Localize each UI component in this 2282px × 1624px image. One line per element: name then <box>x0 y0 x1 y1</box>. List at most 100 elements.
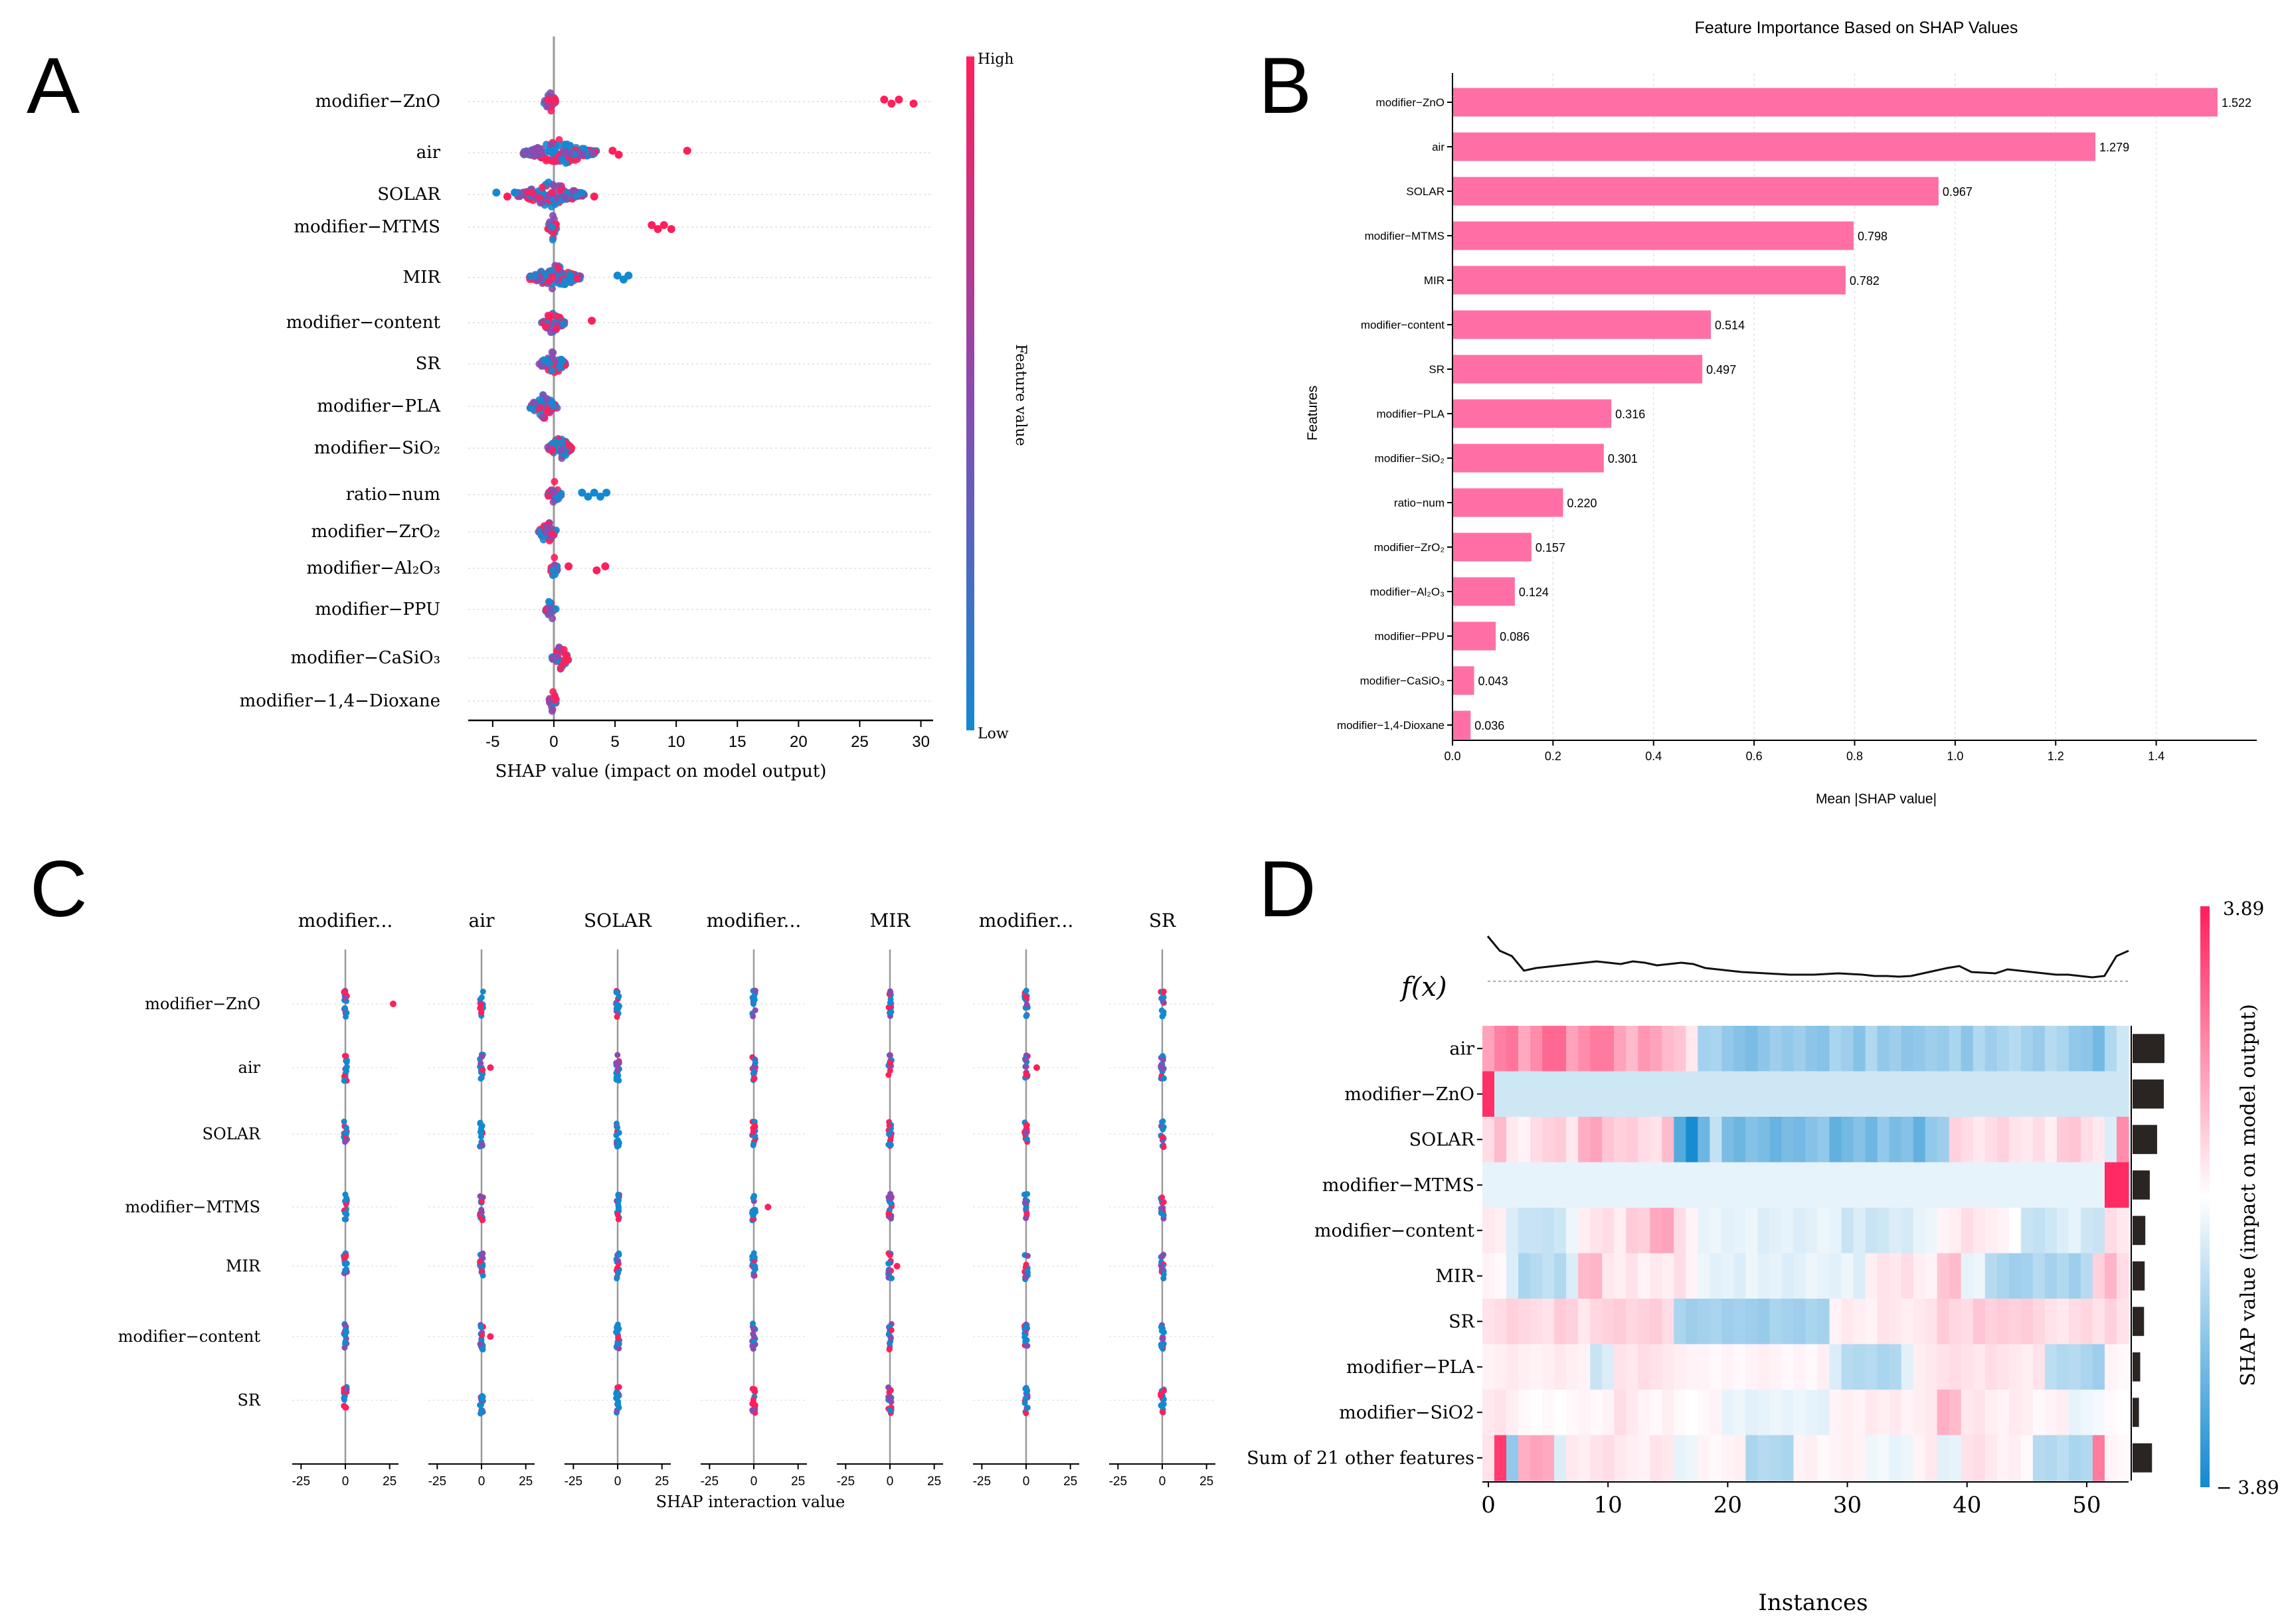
d-heatmap-cell <box>1614 1071 1626 1117</box>
d-heatmap-cell <box>1662 1435 1674 1481</box>
d-heatmap-cell <box>2068 1117 2081 1163</box>
d-heatmap-cell <box>1638 1299 1650 1345</box>
a-dot <box>551 696 559 704</box>
d-heatmap-cell <box>1614 1390 1626 1436</box>
d-heatmap-cell <box>1686 1344 1698 1390</box>
c-dot <box>614 1001 620 1008</box>
d-heatmap-cell <box>2008 1299 2022 1345</box>
a-dot <box>549 402 557 410</box>
d-heatmap-cell <box>1925 1026 1938 1072</box>
c-dot <box>480 1067 486 1074</box>
d-heatmap-cell <box>1530 1117 1543 1163</box>
a-dot <box>549 688 557 696</box>
d-heatmap-cell <box>1542 1208 1555 1254</box>
a-dot <box>557 187 565 195</box>
d-heatmap-cell <box>1841 1435 1854 1481</box>
d-importance-bar <box>2133 1216 2146 1246</box>
d-heatmap-cell <box>2032 1162 2046 1208</box>
a-feature-label: modifier−PLA <box>317 396 441 416</box>
c-column: modifier... -25 0 25 <box>973 910 1079 1489</box>
d-heatmap-cell <box>1913 1026 1926 1072</box>
d-heatmap-cell <box>1733 1162 1747 1208</box>
a-dot <box>548 348 556 356</box>
d-heatmap-cell <box>1829 1299 1842 1345</box>
d-heatmap-cell <box>1817 1162 1830 1208</box>
d-heatmap-cell <box>1566 1026 1579 1072</box>
d-heatmap-cell <box>1698 1435 1710 1481</box>
d-heatmap-cell <box>1817 1026 1830 1072</box>
a-outlier-dot <box>578 489 586 497</box>
a-outlier-dot <box>613 272 622 280</box>
a-outlier-dot <box>654 225 662 233</box>
c-dot <box>478 1324 484 1331</box>
d-heatmap-cell <box>1602 1435 1615 1481</box>
d-heatmap-cell <box>1937 1390 1950 1436</box>
d-heatmap-cell <box>2068 1253 2081 1299</box>
d-heatmap-cell <box>1590 1299 1603 1345</box>
c-dot <box>343 1125 349 1131</box>
d-heatmap-cell <box>2020 1208 2034 1254</box>
c-dot <box>750 1396 756 1403</box>
d-heatmap-cell <box>1626 1344 1638 1390</box>
c-tick-label: 0 <box>614 1475 622 1489</box>
d-heatmap-cell <box>1841 1299 1854 1345</box>
a-row-gridlines <box>468 101 933 702</box>
d-importance-bar <box>2133 1079 2164 1109</box>
c-dot <box>614 1275 620 1282</box>
d-heatmap-cell <box>1841 1208 1854 1254</box>
c-dot <box>888 1195 895 1202</box>
d-heatmap-cell <box>1698 1390 1710 1436</box>
a-feature-label: MIR <box>403 268 442 287</box>
d-heatmap-cell <box>1482 1390 1495 1436</box>
d-heatmap-cell <box>2080 1026 2093 1072</box>
c-dot <box>750 1069 757 1076</box>
c-dot <box>1023 1210 1030 1216</box>
b-feature-label: MIR <box>1424 274 1445 287</box>
d-heatmap-cell <box>2056 1162 2069 1208</box>
d-heatmap-cell <box>2020 1117 2034 1163</box>
d-heatmap-cell <box>1626 1253 1638 1299</box>
c-dot <box>341 1078 347 1084</box>
d-heatmap-cell <box>2092 1026 2105 1072</box>
a-outlier-dot <box>667 225 675 233</box>
c-dot <box>1158 1007 1165 1014</box>
b-feature-label: modifier−content <box>1361 319 1445 331</box>
d-heatmap-cell <box>1662 1253 1674 1299</box>
c-dot <box>750 1326 757 1333</box>
d-heatmap-cell <box>1937 1117 1950 1163</box>
d-heatmap-cell <box>1698 1299 1710 1345</box>
d-heatmap-cell <box>1877 1026 1890 1072</box>
a-dot <box>551 95 559 103</box>
d-heatmap-cell <box>1554 1026 1567 1072</box>
c-dot <box>615 1216 622 1222</box>
c-dot <box>1023 1125 1029 1132</box>
d-heatmap-cell <box>1805 1208 1818 1254</box>
d-heatmap-cell <box>1817 1117 1830 1163</box>
d-heatmap-cell <box>2092 1117 2105 1163</box>
d-heatmap-cell <box>1566 1390 1579 1436</box>
c-dot <box>885 1268 892 1275</box>
a-outlier-dot <box>614 151 623 159</box>
c-dot <box>1160 1212 1167 1218</box>
d-heatmap-cell <box>1566 1162 1579 1208</box>
d-heatmap-cell <box>1829 1344 1842 1390</box>
d-heatmap-cell <box>1566 1253 1579 1299</box>
d-heatmap-cell <box>1686 1026 1698 1072</box>
b-bar <box>1452 621 1496 651</box>
a-feature-label: modifier−CaSiO₃ <box>291 648 440 668</box>
d-heatmap-cell <box>1757 1435 1771 1481</box>
d-heatmap-cell <box>1961 1208 1974 1254</box>
panel-label-d: D <box>1259 845 1316 934</box>
d-heatmap-cell <box>1686 1071 1698 1117</box>
a-dot <box>561 141 569 149</box>
d-heatmap-cell <box>2080 1299 2093 1345</box>
d-heatmap-cell <box>2092 1208 2105 1254</box>
c-dot <box>885 1394 892 1400</box>
c-dot <box>1159 1253 1166 1259</box>
a-dot <box>543 394 551 402</box>
d-heatmap-cell <box>2116 1390 2129 1436</box>
d-heatmap-cell <box>1877 1162 1890 1208</box>
c-dot <box>613 1395 620 1402</box>
d-heatmap-cell <box>1590 1117 1603 1163</box>
d-heatmap-cell <box>1865 1390 1878 1436</box>
